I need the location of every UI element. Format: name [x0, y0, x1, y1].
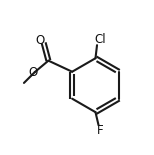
Text: O: O	[28, 66, 38, 79]
Text: Cl: Cl	[94, 33, 106, 46]
Text: O: O	[35, 34, 44, 47]
Text: F: F	[97, 124, 103, 137]
